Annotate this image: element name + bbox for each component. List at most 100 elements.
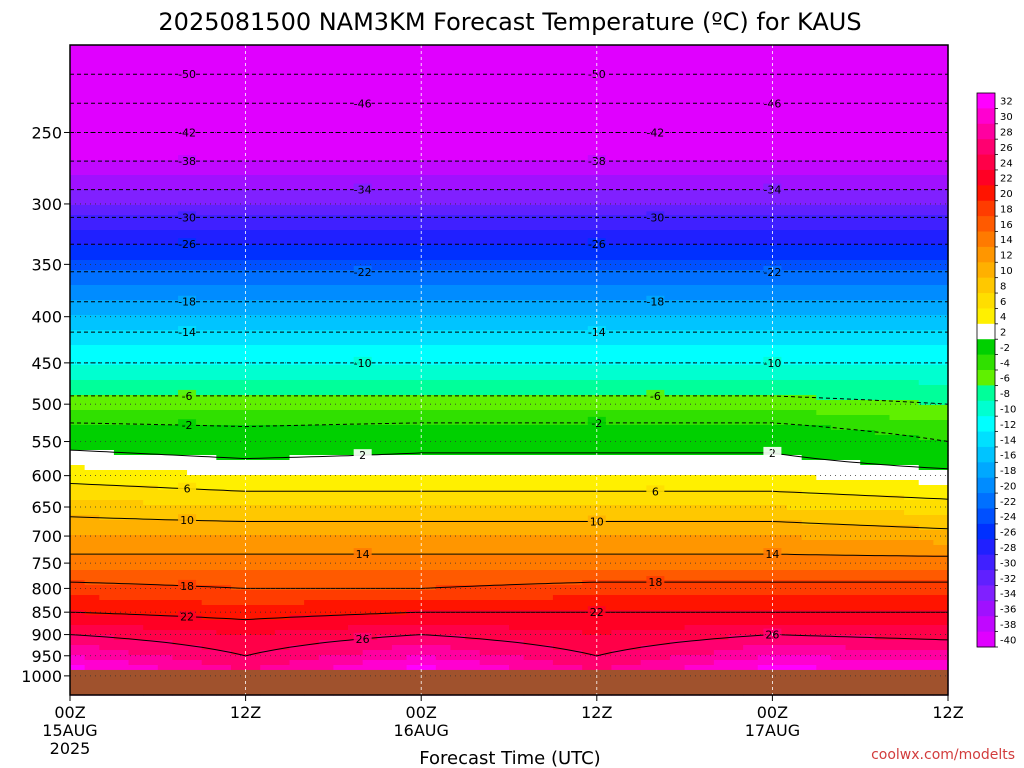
heatmap-cell <box>304 420 320 426</box>
heatmap-cell <box>450 400 466 406</box>
heatmap-cell <box>318 160 334 166</box>
heatmap-cell <box>143 210 159 216</box>
heatmap-cell <box>728 330 744 336</box>
heatmap-cell <box>743 285 759 291</box>
heatmap-cell <box>465 380 481 386</box>
heatmap-cell <box>860 105 876 111</box>
heatmap-cell <box>933 400 949 406</box>
heatmap-cell <box>830 355 847 361</box>
heatmap-cell <box>128 150 144 156</box>
heatmap-cell <box>845 55 861 61</box>
heatmap-cell <box>713 90 730 96</box>
heatmap-cell <box>874 310 891 316</box>
heatmap-cell <box>596 230 613 236</box>
heatmap-cell <box>406 280 422 286</box>
heatmap-cell <box>304 280 320 286</box>
heatmap-cell <box>874 400 891 406</box>
heatmap-cell <box>684 325 700 331</box>
heatmap-cell <box>830 345 847 351</box>
heatmap-cell <box>845 195 861 201</box>
heatmap-cell <box>348 200 364 206</box>
heatmap-cell <box>113 425 130 431</box>
heatmap-cell <box>523 55 539 61</box>
heatmap-cell <box>143 115 159 121</box>
heatmap-cell <box>187 370 203 376</box>
heatmap-cell <box>582 350 598 356</box>
heatmap-cell <box>626 455 642 461</box>
heatmap-cell <box>772 315 788 321</box>
heatmap-cell <box>391 225 408 231</box>
heatmap-cell <box>318 260 334 266</box>
heatmap-cell <box>84 305 100 311</box>
heatmap-cell <box>918 125 934 131</box>
heatmap-cell <box>201 210 217 216</box>
heatmap-cell <box>509 155 525 161</box>
heatmap-cell <box>201 55 217 61</box>
heatmap-cell <box>333 300 349 306</box>
heatmap-cell <box>787 260 803 266</box>
heatmap-cell <box>157 75 174 81</box>
heatmap-cell <box>552 285 569 291</box>
heatmap-cell <box>157 120 174 126</box>
heatmap-cell <box>494 415 510 421</box>
heatmap-cell <box>216 365 232 371</box>
heatmap-cell <box>816 225 832 231</box>
heatmap-cell <box>787 350 803 356</box>
heatmap-cell <box>245 135 261 141</box>
heatmap-cell <box>201 195 217 201</box>
heatmap-cell <box>699 335 715 341</box>
heatmap-cell <box>318 270 334 276</box>
heatmap-cell <box>128 115 144 121</box>
heatmap-cell <box>479 395 495 401</box>
heatmap-cell <box>552 335 569 341</box>
heatmap-cell <box>904 320 920 326</box>
heatmap-cell <box>245 230 261 236</box>
heatmap-cell <box>684 100 700 106</box>
heatmap-cell <box>362 210 378 216</box>
heatmap-cell <box>230 355 247 361</box>
heatmap-cell <box>172 455 188 461</box>
heatmap-cell <box>465 90 481 96</box>
heatmap-cell <box>728 335 744 341</box>
heatmap-cell <box>172 345 188 351</box>
heatmap-cell <box>669 320 686 326</box>
heatmap-cell <box>465 225 481 231</box>
heatmap-cell <box>845 310 861 316</box>
heatmap-cell <box>845 435 861 441</box>
heatmap-cell <box>743 210 759 216</box>
heatmap-cell <box>699 270 715 276</box>
heatmap-cell <box>362 380 378 386</box>
heatmap-cell <box>772 420 788 426</box>
heatmap-cell <box>304 275 320 281</box>
heatmap-cell <box>874 390 891 396</box>
heatmap-cell <box>216 240 232 246</box>
heatmap-cell <box>128 80 144 86</box>
heatmap-cell <box>904 70 920 76</box>
heatmap-cell <box>845 70 861 76</box>
heatmap-cell <box>362 325 378 331</box>
heatmap-cell <box>318 230 334 236</box>
heatmap-cell <box>816 175 832 181</box>
heatmap-cell <box>874 90 891 96</box>
heatmap-cell <box>289 370 305 376</box>
heatmap-cell <box>523 210 539 216</box>
heatmap-cell <box>582 290 598 296</box>
heatmap-cell <box>713 265 730 271</box>
heatmap-cell <box>143 60 159 66</box>
heatmap-cell <box>143 75 159 81</box>
heatmap-cell <box>669 140 686 146</box>
heatmap-cell <box>216 255 232 261</box>
heatmap-cell <box>289 325 305 331</box>
heatmap-cell <box>699 425 715 431</box>
heatmap-cell <box>391 45 408 51</box>
heatmap-cell <box>538 45 554 51</box>
heatmap-cell <box>684 240 700 246</box>
heatmap-cell <box>391 205 408 211</box>
heatmap-cell <box>187 385 203 391</box>
heatmap-cell <box>772 170 788 176</box>
heatmap-cell <box>523 160 539 166</box>
heatmap-cell <box>933 305 949 311</box>
heatmap-cell <box>567 220 583 226</box>
heatmap-cell <box>435 400 452 406</box>
heatmap-cell <box>128 315 144 321</box>
